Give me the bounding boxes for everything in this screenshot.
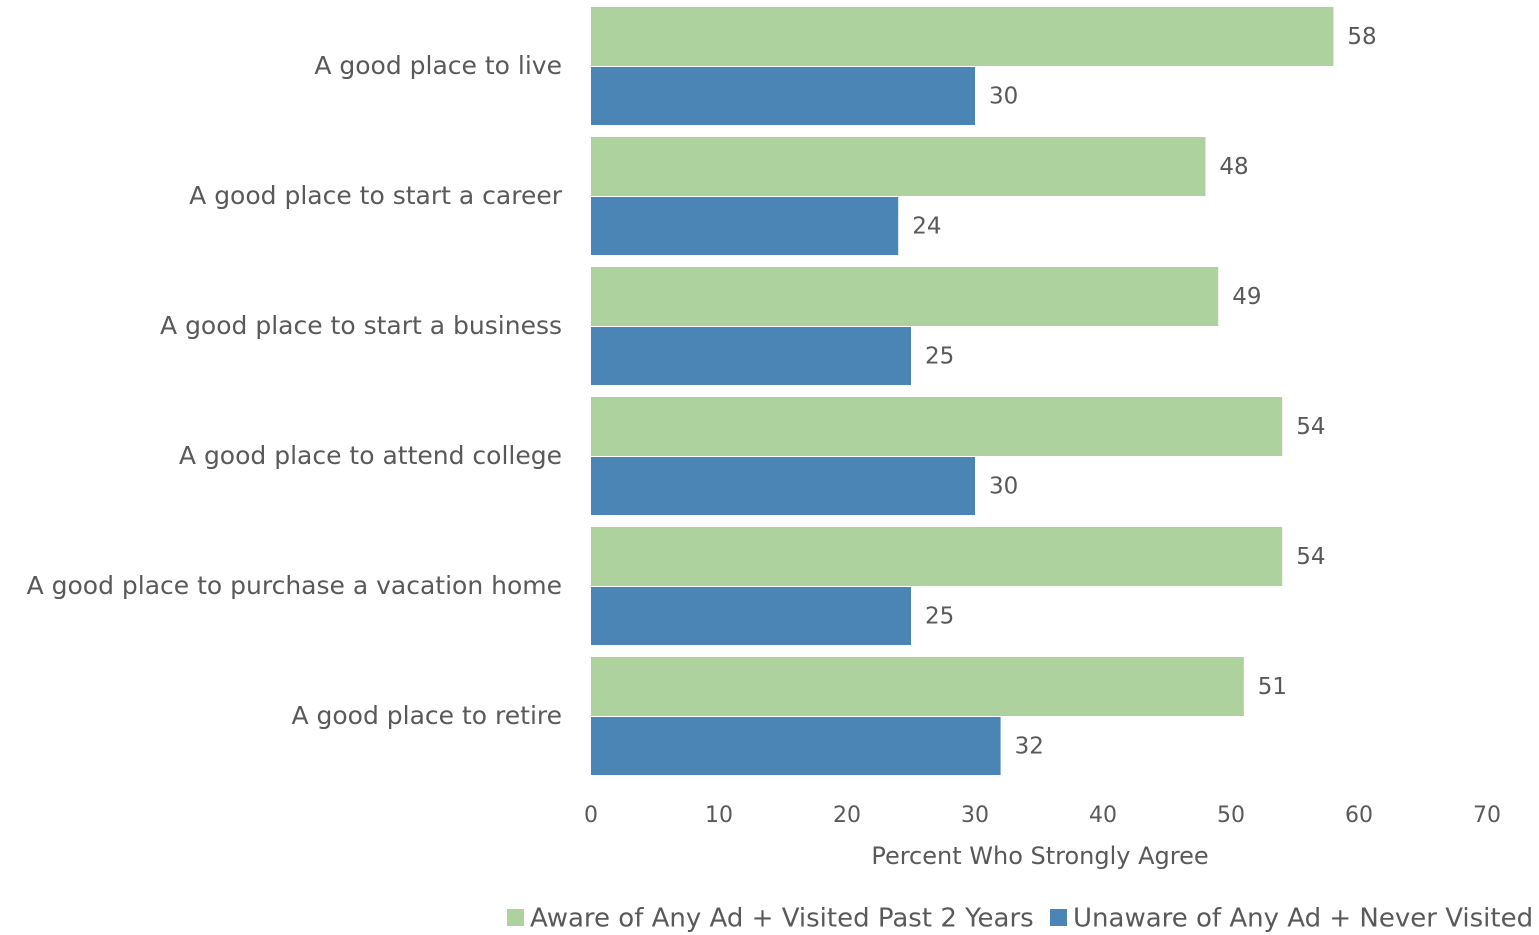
x-tick-label: 50: [1217, 803, 1245, 828]
bar: [591, 397, 1283, 456]
data-label: 30: [989, 474, 1018, 500]
data-label: 24: [912, 214, 941, 240]
legend-swatch: [1050, 909, 1067, 926]
data-label: 54: [1296, 544, 1325, 570]
x-tick-label: 20: [833, 803, 861, 828]
y-tick-label: A good place to live: [314, 51, 562, 80]
data-label: 49: [1232, 284, 1261, 310]
y-tick-label: A good place to start a career: [189, 181, 563, 210]
legend-label: Aware of Any Ad + Visited Past 2 Years: [530, 904, 1034, 934]
bar: [591, 67, 975, 125]
data-label: 51: [1258, 674, 1287, 700]
y-tick-label: A good place to attend college: [179, 441, 562, 470]
bar: [591, 267, 1219, 326]
data-label: 54: [1296, 414, 1325, 440]
x-tick-label: 10: [705, 803, 733, 828]
data-label: 48: [1219, 154, 1248, 180]
bar: [591, 197, 899, 255]
bar: [591, 7, 1334, 66]
legend-swatch: [507, 909, 524, 926]
x-tick-label: 70: [1473, 803, 1501, 828]
data-label: 58: [1347, 24, 1376, 50]
y-tick-label: A good place to purchase a vacation home: [27, 571, 562, 600]
data-label: 30: [989, 84, 1018, 110]
bar: [591, 327, 911, 385]
x-tick-label: 60: [1345, 803, 1373, 828]
data-label: 25: [925, 344, 954, 370]
y-tick-label: A good place to start a business: [160, 311, 562, 340]
x-tick-label: 0: [584, 803, 598, 828]
x-axis-title: Percent Who Strongly Agree: [871, 842, 1208, 870]
bar: [591, 717, 1001, 775]
bar: [591, 137, 1206, 196]
legend-label: Unaware of Any Ad + Never Visited: [1073, 904, 1533, 934]
x-tick-label: 30: [961, 803, 989, 828]
x-tick-label: 40: [1089, 803, 1117, 828]
y-tick-label: A good place to retire: [291, 701, 562, 730]
data-label: 32: [1015, 734, 1044, 760]
bar: [591, 527, 1283, 586]
data-label: 25: [925, 604, 954, 630]
bar: [591, 587, 911, 645]
bar: [591, 657, 1244, 716]
bar: [591, 457, 975, 515]
